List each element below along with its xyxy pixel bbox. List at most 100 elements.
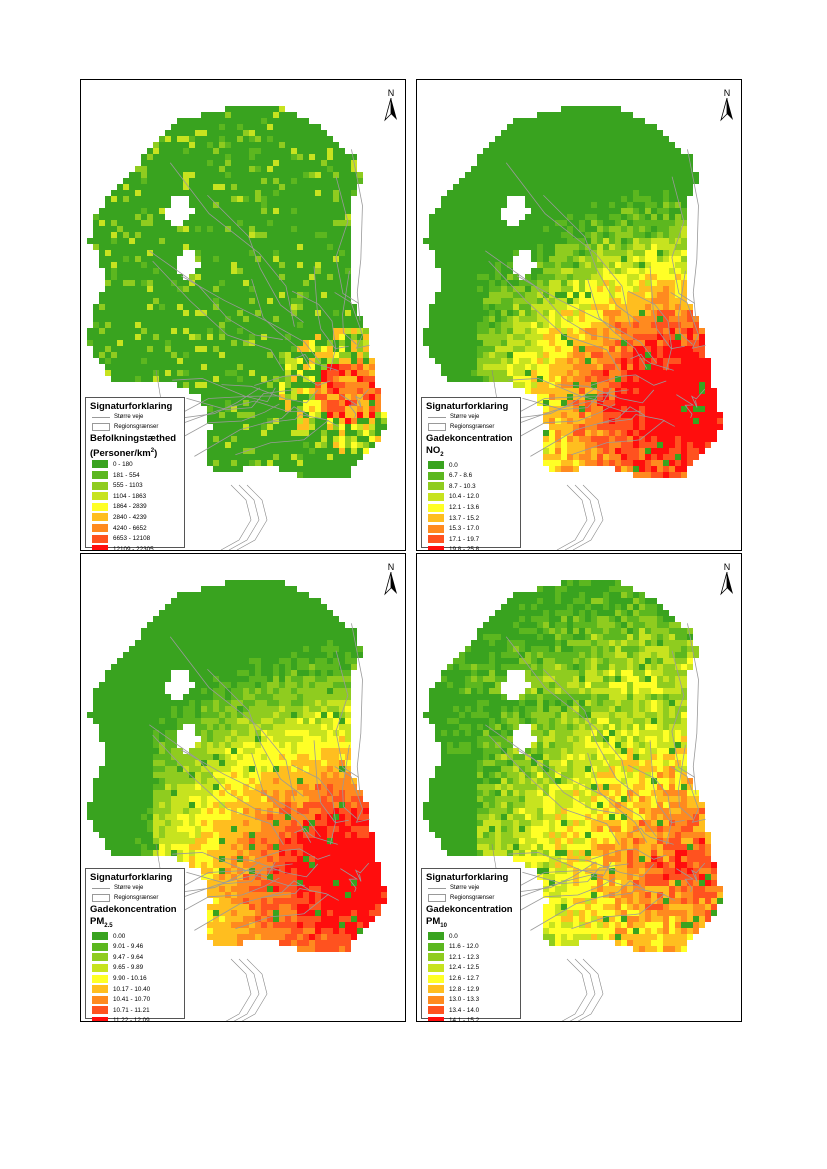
grid-cell <box>441 274 447 280</box>
grid-cell <box>195 598 201 604</box>
grid-cell <box>99 340 105 346</box>
grid-cell <box>345 406 351 412</box>
grid-cell <box>549 118 555 124</box>
grid-cell <box>231 436 237 442</box>
grid-cell <box>255 430 261 436</box>
grid-cell <box>177 178 183 184</box>
grid-cell <box>495 262 501 268</box>
grid-cell <box>579 418 585 424</box>
grid-cell <box>117 298 123 304</box>
grid-cell <box>303 646 309 652</box>
grid-cell <box>249 262 255 268</box>
grid-cell <box>633 472 639 478</box>
grid-cell <box>609 406 615 412</box>
grid-cell <box>531 268 537 274</box>
grid-cell <box>711 418 717 424</box>
grid-cell <box>621 322 627 328</box>
road-line <box>508 378 612 403</box>
grid-cell <box>345 274 351 280</box>
grid-cell <box>351 412 357 418</box>
grid-cell <box>579 166 585 172</box>
grid-cell <box>291 244 297 250</box>
grid-cell <box>255 166 261 172</box>
grid-cell <box>255 424 261 430</box>
grid-cell <box>651 328 657 334</box>
grid-cell <box>615 364 621 370</box>
grid-cell <box>201 628 207 634</box>
grid-cell <box>219 136 225 142</box>
grid-cell <box>249 298 255 304</box>
grid-cell <box>543 328 549 334</box>
grid-cell <box>501 298 507 304</box>
grid-cell <box>117 280 123 286</box>
grid-cell <box>675 370 681 376</box>
grid-cell <box>471 190 477 196</box>
grid-cell <box>201 118 207 124</box>
grid-cell <box>141 208 147 214</box>
grid-cell <box>207 214 213 220</box>
grid-cell <box>627 256 633 262</box>
grid-cell <box>303 454 309 460</box>
grid-cell <box>489 304 495 310</box>
grid-cell <box>465 256 471 262</box>
grid-cell <box>471 322 477 328</box>
grid-cell <box>327 364 333 370</box>
grid-cell <box>243 148 249 154</box>
grid-cell <box>309 472 315 478</box>
grid-cell <box>183 286 189 292</box>
grid-cell <box>93 304 99 310</box>
grid-cell <box>333 370 339 376</box>
grid-cell <box>615 142 621 148</box>
grid-cell <box>573 466 579 472</box>
grid-cell <box>657 226 663 232</box>
grid-cell <box>153 640 159 646</box>
grid-cell <box>297 466 303 472</box>
grid-cell <box>141 640 147 646</box>
grid-cell <box>177 346 183 352</box>
grid-cell <box>303 334 309 340</box>
grid-cell <box>591 316 597 322</box>
grid-cell <box>471 274 477 280</box>
grid-cell <box>231 196 237 202</box>
grid-cell <box>507 184 513 190</box>
grid-cell <box>303 628 309 634</box>
grid-cell <box>213 334 219 340</box>
grid-cell <box>639 142 645 148</box>
grid-cell <box>273 148 279 154</box>
grid-cell <box>273 172 279 178</box>
grid-cell <box>501 268 507 274</box>
grid-cell <box>213 466 219 472</box>
grid-cell <box>129 268 135 274</box>
grid-cell <box>177 304 183 310</box>
grid-cell <box>267 130 273 136</box>
grid-cell <box>333 178 339 184</box>
grid-cell <box>645 358 651 364</box>
grid-cell <box>327 394 333 400</box>
grid-cell <box>561 166 567 172</box>
grid-cell <box>237 166 243 172</box>
grid-cell <box>285 418 291 424</box>
grid-cell <box>663 166 669 172</box>
grid-cell <box>189 190 195 196</box>
grid-cell <box>681 412 687 418</box>
grid-cell <box>345 370 351 376</box>
grid-cell <box>273 292 279 298</box>
grid-cell <box>645 148 651 154</box>
legend-class-label: 6.7 - 8.6 <box>449 472 473 480</box>
grid-cell <box>543 292 549 298</box>
grid-cell <box>687 406 693 412</box>
grid-cell <box>207 166 213 172</box>
grid-cell <box>603 334 609 340</box>
grid-cell <box>309 286 315 292</box>
grid-cell <box>633 274 639 280</box>
grid-cell <box>633 184 639 190</box>
grid-cell <box>591 202 597 208</box>
grid-cell <box>141 190 147 196</box>
grid-cell <box>651 322 657 328</box>
grid-cell <box>327 652 333 658</box>
grid-cell <box>339 172 345 178</box>
grid-cell <box>501 130 507 136</box>
grid-cell <box>213 166 219 172</box>
grid-cell <box>333 418 339 424</box>
grid-cell <box>309 214 315 220</box>
